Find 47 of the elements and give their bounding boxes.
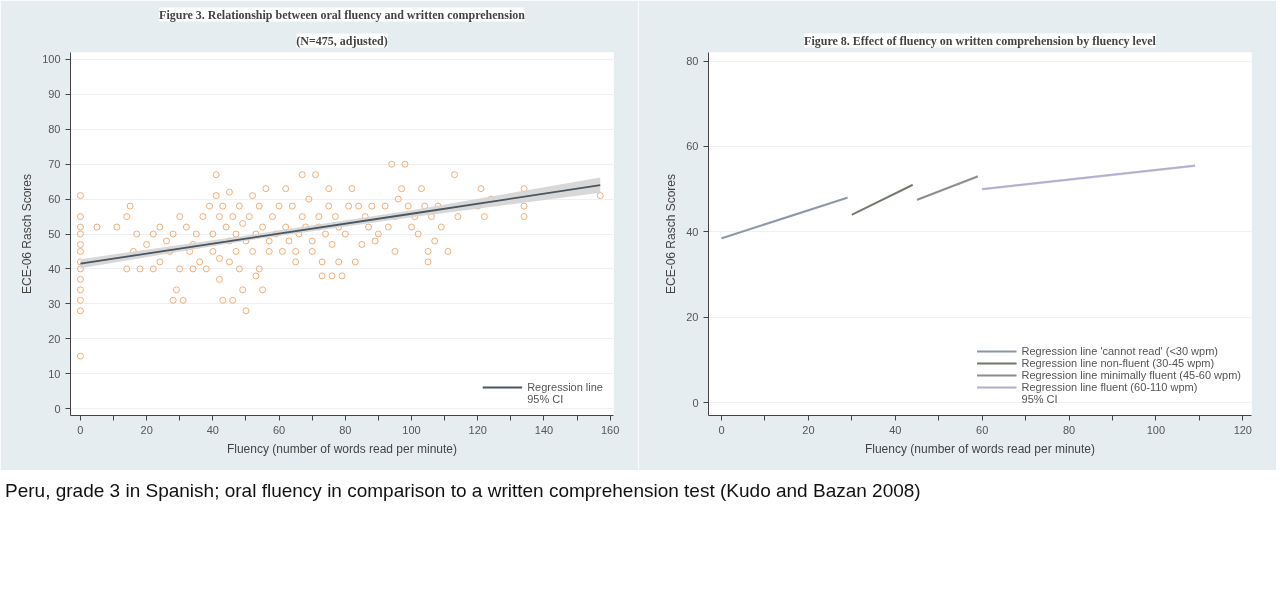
x-tick-label: 60	[272, 423, 286, 436]
x-tick-label: 40	[889, 423, 902, 436]
y-tick-label: 40	[48, 262, 61, 275]
x-tick-label: 60	[976, 423, 989, 436]
y-tick-label: 0	[54, 402, 61, 415]
x-tick-label: 100	[402, 423, 421, 436]
x-tick-label: 120	[1233, 423, 1252, 436]
legend-label: Regression line 'cannot read' (<30 wpm)	[1021, 345, 1219, 357]
x-tick-label: 80	[1062, 423, 1076, 436]
chart-title: Figure 3. Relationship between oral fluency and written comprehension	[159, 7, 526, 22]
annotation: 95% CI	[1021, 393, 1058, 405]
y-tick-label: 0	[692, 396, 699, 409]
legend-label: Regression line non-fluent (30-45 wpm)	[1021, 357, 1215, 369]
x-tick-label: 20	[140, 423, 153, 436]
x-tick-label: 0	[718, 423, 725, 436]
y-axis-title: ECE-06 Rasch Scores	[20, 173, 35, 295]
y-tick-label: 100	[42, 53, 61, 66]
y-tick-label: 90	[48, 88, 61, 101]
x-axis-title: Fluency (number of words read per minute)	[226, 441, 458, 456]
y-tick-label: 20	[686, 311, 699, 324]
x-axis-title: Fluency (number of words read per minute)	[864, 441, 1096, 456]
legend-label: Regression line	[527, 381, 603, 393]
x-tick-label: 80	[339, 423, 352, 436]
x-tick-label: 140	[534, 423, 554, 436]
legend-label: Regression line fluent (60-110 wpm)	[1021, 381, 1198, 393]
x-tick-label: 20	[802, 423, 815, 436]
x-tick-label: 120	[468, 423, 487, 436]
y-tick-label: 20	[48, 332, 61, 345]
annotation: 95% CI	[527, 393, 564, 405]
x-tick-label: 40	[206, 423, 219, 436]
x-tick-label: 100	[1146, 423, 1166, 436]
y-tick-label: 50	[48, 228, 61, 240]
y-tick-label: 70	[48, 158, 61, 171]
y-tick-label: 60	[686, 140, 699, 153]
y-tick-label: 60	[48, 193, 61, 206]
legend-label: Regression line minimally fluent (45-60 wpm)	[1021, 369, 1241, 381]
x-tick-label: 160	[601, 423, 620, 436]
chart-title: Figure 8. Effect of fluency on written comprehension by fluency level	[804, 33, 1157, 48]
y-tick-label: 80	[48, 123, 61, 136]
y-tick-label: 40	[686, 225, 699, 238]
x-tick-label: 0	[77, 423, 84, 436]
y-tick-label: 30	[48, 297, 61, 310]
y-tick-label: 80	[686, 55, 699, 68]
text: Peru, grade 3 in Spanish; oral fluency in comparison to a written comprehension test (Kudo and Bazan 2008)	[5, 479, 921, 503]
y-axis-title: ECE-06 Rasch Scores	[664, 173, 679, 295]
chart-subtitle: (N=475, adjusted)	[296, 33, 388, 48]
y-tick-label: 10	[48, 367, 61, 380]
